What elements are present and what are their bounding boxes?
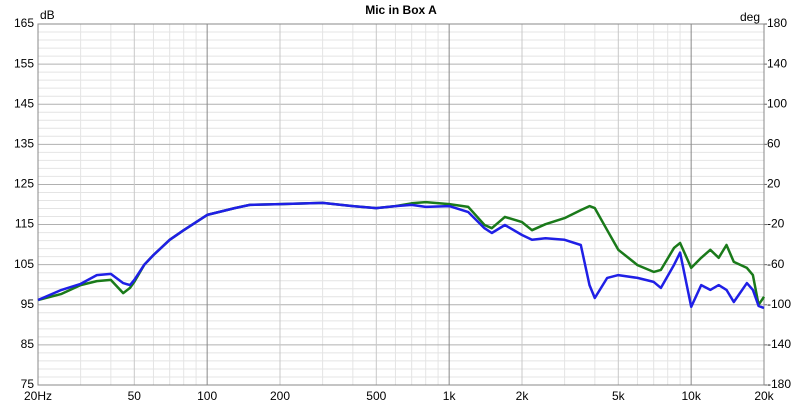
y2-tick-label: 100	[767, 96, 787, 110]
y-tick-label: 95	[21, 297, 35, 311]
data-line	[37, 201, 765, 310]
y-tick-label: 115	[15, 217, 34, 231]
x-tick-label: 1k	[443, 389, 457, 403]
y2-tick-label: -60	[767, 257, 785, 271]
y-tick-label: 155	[14, 56, 34, 70]
x-tick-label: 10k	[681, 389, 701, 403]
y2-tick-label: 180	[767, 16, 787, 30]
x-tick-label: 500	[366, 389, 386, 403]
y2-tick-label: -100	[767, 297, 791, 311]
plot-frame	[37, 23, 765, 386]
y-tick-label: 145	[14, 96, 34, 110]
y-tick-label: 105	[14, 257, 34, 271]
x-tick-label: 20k	[754, 389, 774, 403]
y-tick-label: 85	[21, 337, 35, 351]
y-axis-label: dB	[40, 8, 55, 22]
chart-title: Mic in Box A	[365, 3, 437, 17]
x-tick-label: 50	[128, 389, 142, 403]
y-tick-label: 135	[14, 137, 34, 151]
x-tick-label: 20Hz	[24, 389, 52, 403]
x-tick-label: 2k	[516, 389, 530, 403]
x-tick-label: 100	[197, 389, 217, 403]
y-tick-label: 125	[14, 177, 34, 191]
y2-tick-label: 60	[767, 137, 781, 151]
y-tick-label: 165	[14, 16, 34, 30]
x-tick-label: 200	[270, 389, 290, 403]
y2-axis-label: deg	[740, 10, 760, 24]
y2-tick-label: -20	[767, 217, 785, 231]
y-tick-label: 75	[21, 377, 35, 391]
x-tick-label: 5k	[612, 389, 626, 403]
y2-tick-label: 140	[767, 56, 787, 70]
y2-tick-label: 20	[767, 177, 781, 191]
y2-tick-label: -180	[767, 377, 791, 391]
y2-tick-label: -140	[767, 337, 791, 351]
